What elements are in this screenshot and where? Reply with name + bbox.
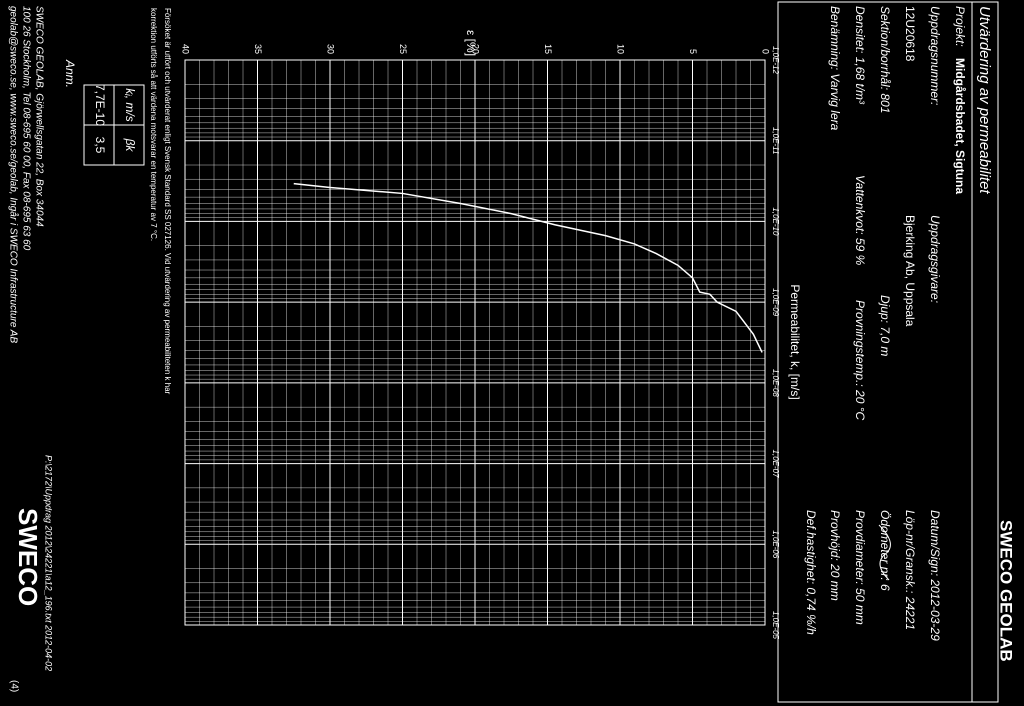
x-tick-label: 1,0E-07 [771, 450, 780, 479]
table-header: βk [123, 138, 137, 153]
y-tick-label: 30 [326, 44, 336, 54]
frame [777, 1, 999, 703]
footer-line: SWECO GEOLAB, Gjörwellsgatan 22, Box 340… [33, 6, 44, 227]
y-tick-label: 40 [181, 44, 191, 54]
x-tick-label: 1,0E-10 [771, 207, 780, 236]
y-axis-title: ε [%] [464, 30, 478, 56]
logo: SWECO [13, 508, 43, 606]
page-number: (4) [8, 680, 19, 692]
title: Utvärdering av permeabilitet [976, 6, 993, 194]
footer-line: 100 26 Stockholm, Tel 08-695 60 00, Fax … [20, 6, 31, 251]
y-tick-label: 35 [253, 44, 263, 54]
value: Provdiameter: 50 mm [853, 510, 867, 625]
x-tick-label: 1,0E-09 [771, 288, 780, 317]
value: Benämning: Varvig lera [828, 6, 842, 131]
table-header: kᵢ, m/s [123, 88, 137, 122]
x-axis-title: Permeabilitet, k, [m/s] [788, 284, 802, 399]
curve [293, 182, 763, 353]
rotated-page: SWECO GEOLAB Utvärdering av permeabilite… [7, 1, 1016, 703]
value: Vattenkvot: 59 % [853, 175, 867, 266]
value: Löp-nr/Gransk.: 24221 [903, 510, 917, 630]
label: Uppdragsnummer: [928, 6, 942, 105]
signature [878, 524, 891, 581]
y-tick-label: 5 [688, 49, 698, 54]
label: Projekt: [953, 6, 967, 47]
table-cell: 7,7E-10 [93, 84, 107, 126]
y-tick-label: 20 [471, 44, 481, 54]
value: Bjerking Ab, Uppsala [903, 215, 917, 327]
value: Provningstemp.: 20 °C [853, 300, 867, 421]
x-tick-label: 1,0E-06 [771, 530, 780, 559]
x-tick-label: 1,0E-12 [771, 46, 780, 75]
value: Djup: 7,0 m [878, 295, 892, 356]
file-path: P:\2172\Uppdrag 2012\24221\a12_196.txt 2… [44, 455, 54, 671]
label: Uppdragsgivare: [928, 215, 942, 303]
x-tick-label: 1,0E-11 [771, 127, 780, 154]
value: Densitet: 1,68 t/m³ [853, 6, 867, 105]
value: Midgårdsbadet, Sigtuna [953, 58, 967, 194]
y-tick-label: 15 [543, 44, 553, 54]
value: Def.hastighet: 0,74 %/h [804, 510, 818, 635]
value: Ödometer nr: 6 [878, 510, 892, 591]
note: Försöket är utfört och utvärderat enligt… [163, 8, 172, 395]
x-tick-label: 1,0E-08 [771, 369, 780, 398]
remark: Anm. [63, 59, 77, 88]
y-tick-label: 25 [398, 44, 408, 54]
value: Sektion/borrhål: 801 [878, 6, 892, 113]
note: korrektion utförts så att värdena motsva… [149, 8, 158, 241]
value: Provhöjd: 20 mm [828, 510, 842, 601]
y-tick-label: 10 [616, 44, 626, 54]
y-tick-label: 0 [761, 49, 771, 54]
table-cell: 3,5 [93, 137, 107, 154]
brand: SWECO GEOLAB [997, 520, 1016, 662]
value: 12U20618 [903, 6, 917, 62]
x-tick-label: 1,0E-05 [771, 611, 780, 640]
value: Datum/Sign: 2012-03-29 [928, 510, 942, 641]
footer-line: geolab@sweco.se, www.sweco.se/geolab, In… [7, 6, 19, 343]
